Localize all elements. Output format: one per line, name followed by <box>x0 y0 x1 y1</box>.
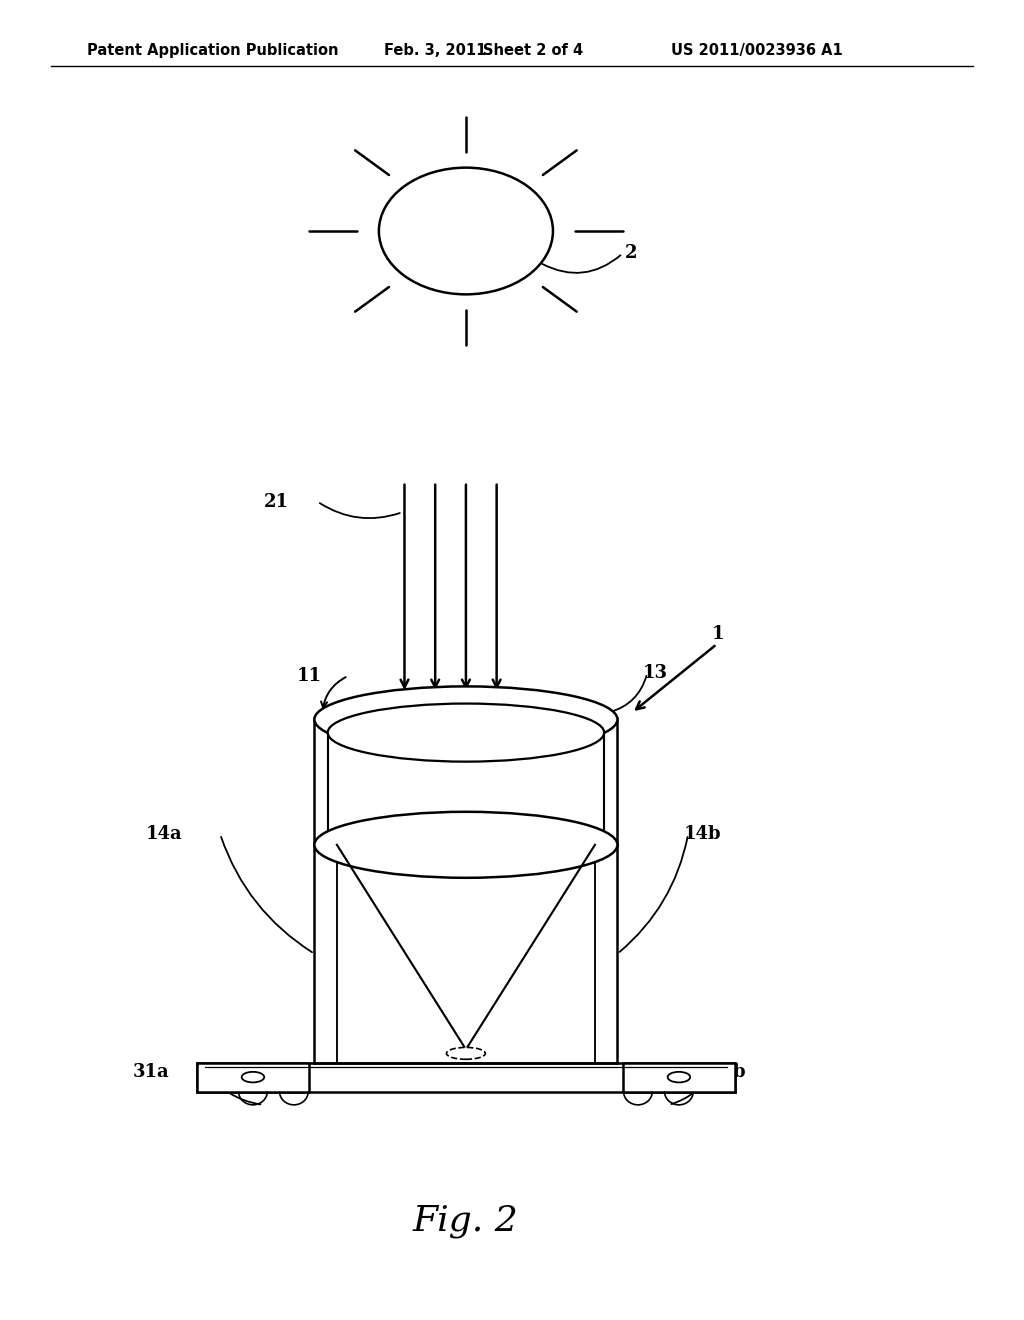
Text: 21: 21 <box>264 492 289 511</box>
Bar <box>197 1063 735 1092</box>
Text: 31b: 31b <box>709 1063 746 1081</box>
Text: 31a: 31a <box>133 1063 170 1081</box>
Text: 14b: 14b <box>684 825 722 843</box>
Text: 13: 13 <box>643 664 668 682</box>
Ellipse shape <box>328 704 604 762</box>
Text: Sheet 2 of 4: Sheet 2 of 4 <box>483 42 584 58</box>
Ellipse shape <box>668 1072 690 1082</box>
Ellipse shape <box>379 168 553 294</box>
Text: US 2011/0023936 A1: US 2011/0023936 A1 <box>671 42 843 58</box>
Bar <box>623 1063 735 1092</box>
Text: Feb. 3, 2011: Feb. 3, 2011 <box>384 42 486 58</box>
Ellipse shape <box>314 812 617 878</box>
Text: 1: 1 <box>712 624 724 643</box>
Ellipse shape <box>314 686 617 752</box>
Text: Patent Application Publication: Patent Application Publication <box>87 42 339 58</box>
Ellipse shape <box>242 1072 264 1082</box>
Text: 14a: 14a <box>145 825 182 843</box>
Text: 2: 2 <box>625 244 637 263</box>
Ellipse shape <box>446 1048 485 1059</box>
Text: Fig. 2: Fig. 2 <box>413 1204 519 1238</box>
Text: 11: 11 <box>297 667 322 685</box>
Bar <box>197 1063 309 1092</box>
